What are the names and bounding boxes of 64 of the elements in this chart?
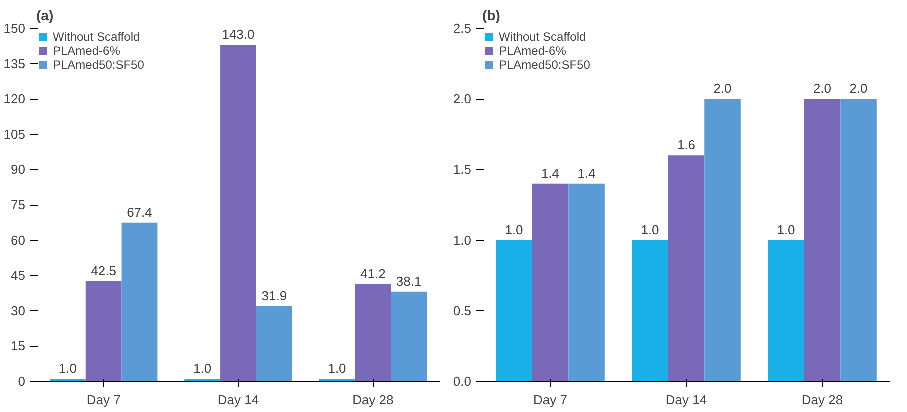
y-tick-label: 2.0 <box>453 92 472 107</box>
x-tick-label: Day 14 <box>666 392 708 408</box>
y-tick-label: 90 <box>11 162 26 178</box>
y-tick-label: 1.5 <box>453 162 472 178</box>
y-tick-label: 105 <box>4 126 26 142</box>
data-label: 1.0 <box>328 361 346 376</box>
legend-label: PLAmed-6% <box>53 44 120 58</box>
y-tick-label: 0.0 <box>453 374 472 389</box>
bar <box>86 281 122 382</box>
x-tick-label: Day 28 <box>352 392 394 408</box>
x-tick-label: Day 14 <box>218 392 260 408</box>
y-tick-label: 0.5 <box>453 303 472 318</box>
bar <box>355 284 392 382</box>
bar <box>840 99 877 382</box>
data-label: 41.2 <box>360 266 386 282</box>
legend-label: PLAmed-6% <box>499 44 566 58</box>
y-tick-label: 120 <box>4 92 26 107</box>
y-tick-label: 1.0 <box>453 232 472 248</box>
data-label: 2.0 <box>813 81 832 96</box>
bar <box>220 44 256 382</box>
data-label: 1.0 <box>641 222 660 238</box>
bar <box>256 306 292 382</box>
data-label: 1.0 <box>505 222 524 238</box>
y-tick-label: 135 <box>4 56 26 72</box>
y-tick-label: 30 <box>11 303 26 318</box>
y-tick-label: 150 <box>4 21 26 36</box>
y-tick-label: 60 <box>11 232 26 248</box>
data-label: 67.4 <box>127 204 152 220</box>
data-label: 143.0 <box>222 26 255 42</box>
data-label: 2.0 <box>714 81 732 96</box>
data-label: 1.0 <box>194 361 212 376</box>
bar <box>668 156 705 382</box>
x-tick-label: Day 7 <box>534 392 568 408</box>
legend-label: PLAmed50:SF50 <box>499 58 590 72</box>
chart-title: (a) <box>36 8 54 24</box>
data-label: 38.1 <box>396 274 422 289</box>
data-label: 31.9 <box>262 288 288 304</box>
bar <box>568 184 605 382</box>
y-tick-label: 15 <box>11 338 26 354</box>
bar <box>768 240 804 382</box>
data-label: 1.4 <box>578 166 596 181</box>
bar <box>391 292 428 382</box>
bar <box>704 99 741 382</box>
legend-label: Without Scaffold <box>499 30 586 44</box>
y-tick-label: 75 <box>11 198 26 212</box>
bar <box>804 99 841 382</box>
x-tick-label: Day 28 <box>802 392 844 408</box>
y-tick-label: 2.5 <box>453 21 472 36</box>
y-tick-label: 45 <box>11 268 26 284</box>
bar <box>496 240 532 382</box>
bar <box>122 222 158 382</box>
legend-label: Without Scaffold <box>53 30 140 44</box>
data-label: 1.4 <box>541 166 560 181</box>
data-label: 2.0 <box>850 81 868 96</box>
bar <box>532 184 569 382</box>
data-label: 42.5 <box>91 263 116 278</box>
data-label: 1.6 <box>677 138 696 153</box>
legend-label: PLAmed50:SF50 <box>53 58 144 72</box>
bar <box>632 240 668 382</box>
data-label: 1.0 <box>58 361 77 376</box>
chart-title: (b) <box>482 8 500 24</box>
y-tick-label: 0 <box>18 374 26 389</box>
data-label: 1.0 <box>777 222 796 238</box>
x-tick-label: Day 7 <box>86 392 121 408</box>
